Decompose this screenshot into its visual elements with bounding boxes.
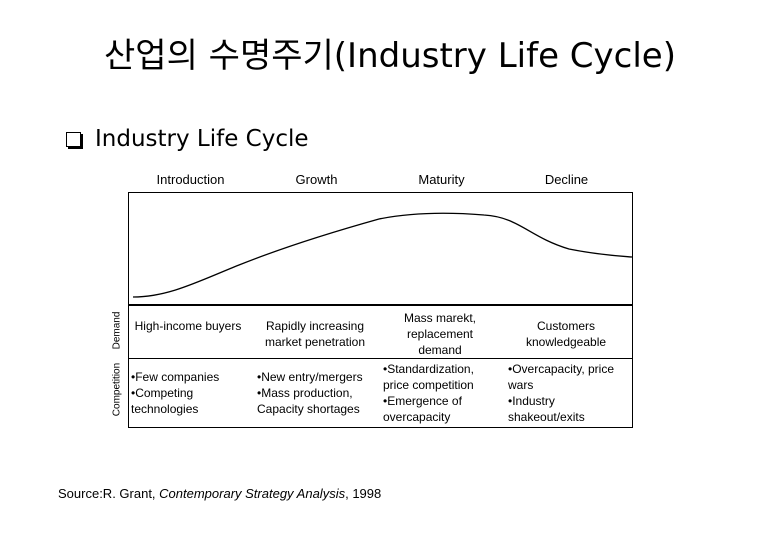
source-citation: Source:R. Grant, Contemporary Strategy A… <box>58 486 381 501</box>
source-prefix: Source:R. Grant, <box>58 486 160 501</box>
page-title: 산업의 수명주기(Industry Life Cycle) <box>104 36 676 76</box>
competition-line: •Standardization, <box>383 362 474 376</box>
competition-decline: •Overcapacity, price wars •Industry shak… <box>508 361 630 425</box>
competition-line: •Competing <box>131 386 194 400</box>
competition-line: shakeout/exits <box>508 410 585 424</box>
demand-maturity: Mass marekt, replacement demand <box>403 311 476 357</box>
competition-line: •Mass production, <box>257 386 353 400</box>
stage-maturity: Maturity <box>418 172 465 187</box>
checkbox-bullet-icon <box>66 131 81 147</box>
competition-line: •Few companies <box>131 370 220 384</box>
competition-line: technologies <box>131 402 199 416</box>
stage-introduction: Introduction <box>156 172 225 187</box>
competition-line: wars <box>508 378 534 392</box>
competition-line: •Emergence of <box>383 394 462 408</box>
competition-line: overcapacity <box>383 410 451 424</box>
competition-maturity: •Standardization, price competition •Eme… <box>383 361 499 425</box>
competition-growth: •New entry/mergers •Mass production, Cap… <box>257 369 377 417</box>
characteristics-table <box>128 304 633 428</box>
source-suffix: , 1998 <box>345 486 382 501</box>
demand-introduction: High-income buyers <box>134 319 242 333</box>
row-label-competition: Competition <box>111 362 123 417</box>
life-cycle-curve-panel <box>128 192 633 306</box>
life-cycle-curve <box>132 212 633 298</box>
competition-line: •Overcapacity, price <box>508 362 615 376</box>
source-book-title: Contemporary Strategy Analysis <box>159 486 346 501</box>
competition-line: Capacity shortages <box>257 402 360 416</box>
demand-growth: Rapidly increasing market penetration <box>264 319 366 349</box>
row-divider <box>128 358 632 359</box>
subtitle: Industry Life Cycle <box>66 126 309 152</box>
subtitle-text: Industry Life Cycle <box>95 126 309 152</box>
competition-line: price competition <box>383 378 474 392</box>
demand-decline: Customers knowledgeable <box>525 319 607 349</box>
competition-introduction: •Few companies •Competing technologies <box>131 369 251 417</box>
competition-line: •New entry/mergers <box>257 370 363 384</box>
competition-line: •Industry <box>508 394 555 408</box>
stage-decline: Decline <box>544 172 589 187</box>
stage-growth: Growth <box>295 172 338 187</box>
row-label-demand: Demand <box>111 311 123 350</box>
